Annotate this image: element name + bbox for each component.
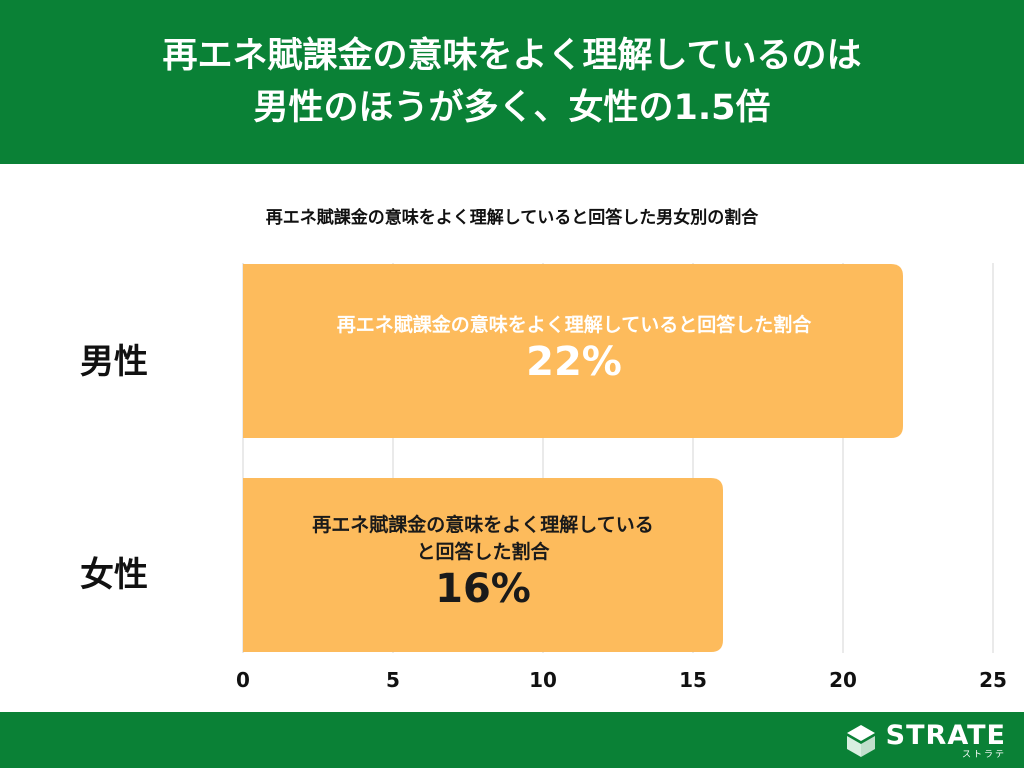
footer-bar: STRATE ストラテ: [0, 712, 1024, 768]
bar-label-female-line-1: 再エネ賦課金の意味をよく理解している: [312, 514, 654, 536]
x-tick-label-25: 25: [979, 668, 1007, 692]
logo-name: STRATE: [885, 720, 1006, 751]
bar-label-female-line-2: と回答した割合: [416, 541, 550, 563]
chart-title: 再エネ賦課金の意味をよく理解していると回答した男女別の割合: [265, 208, 759, 228]
bar-value-male: 22%: [526, 339, 622, 385]
strate-logo: STRATE ストラテ: [844, 720, 1006, 762]
strate-logo-icon: [846, 725, 875, 757]
bar-label-male: 再エネ賦課金の意味をよく理解していると回答した割合: [336, 314, 812, 336]
bar-male: [243, 264, 903, 438]
category-label-male: 男性: [80, 342, 148, 382]
bar-chart: 0 5 10 15 20 25: [236, 263, 1007, 692]
x-tick-label-20: 20: [829, 668, 857, 692]
x-tick-label-10: 10: [529, 668, 557, 692]
logo-kana: ストラテ: [961, 750, 1006, 760]
header-banner: 再エネ賦課金の意味をよく理解しているのは 男性のほうが多く、女性の1.5倍: [0, 0, 1024, 164]
x-tick-label-15: 15: [679, 668, 707, 692]
category-label-female: 女性: [80, 555, 148, 595]
x-tick-label-0: 0: [236, 668, 250, 692]
bar-value-female: 16%: [435, 566, 531, 612]
headline-line-1: 再エネ賦課金の意味をよく理解しているのは: [162, 36, 862, 76]
bar-text-male: 再エネ賦課金の意味をよく理解していると回答した割合 22%: [243, 312, 905, 385]
headline-line-2: 男性のほうが多く、女性の1.5倍: [253, 88, 771, 128]
bar-female: [243, 478, 723, 652]
x-tick-label-5: 5: [386, 668, 400, 692]
bar-text-female: 再エネ賦課金の意味をよく理解している と回答した割合 16%: [243, 512, 723, 612]
